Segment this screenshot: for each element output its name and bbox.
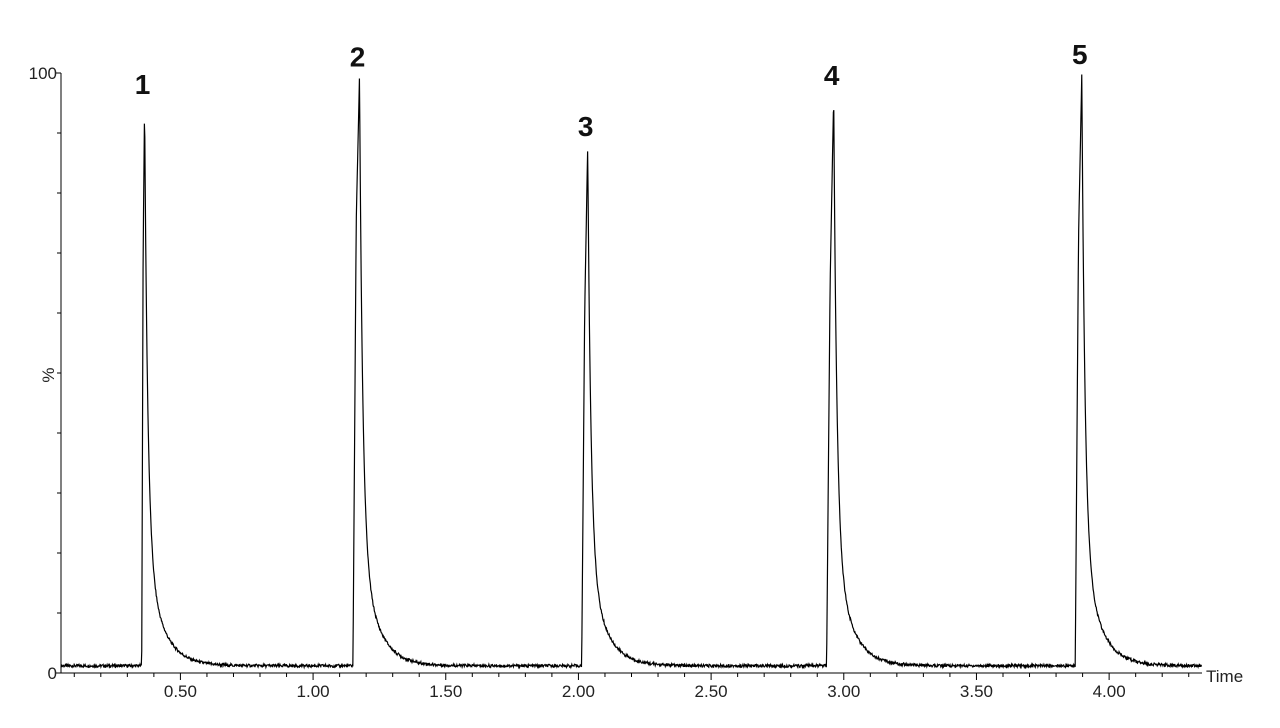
x-tick-label: 2.50 — [695, 682, 728, 701]
x-axis-ticks: 0.50 1.00 1.50 2.00 2.50 3.00 3.50 4.00 — [73, 673, 1190, 701]
peak-label-2: 2 — [350, 41, 366, 72]
x-tick-label: 3.00 — [827, 682, 860, 701]
x-tick-label: 0.50 — [164, 682, 197, 701]
peak-label-3: 3 — [578, 111, 594, 142]
chromatogram-trace — [60, 74, 1203, 670]
x-axis-label: Time — [1206, 667, 1243, 686]
peak-label-4: 4 — [824, 60, 840, 91]
y-tick-label: 0 — [48, 664, 57, 683]
x-tick-label: 3.50 — [960, 682, 993, 701]
y-axis-label: % — [39, 367, 58, 382]
peak-label-5: 5 — [1072, 39, 1088, 70]
peak-label-1: 1 — [135, 69, 151, 100]
x-tick-label: 1.50 — [429, 682, 462, 701]
axes — [60, 73, 1202, 674]
x-tick-label: 2.00 — [562, 682, 595, 701]
x-tick-label: 1.00 — [297, 682, 330, 701]
peak-labels: 1 2 3 4 5 — [135, 39, 1088, 142]
y-tick-label: 100 — [29, 64, 57, 83]
y-axis-ticks: 0 100 — [29, 64, 61, 683]
x-tick-label: 4.00 — [1093, 682, 1126, 701]
